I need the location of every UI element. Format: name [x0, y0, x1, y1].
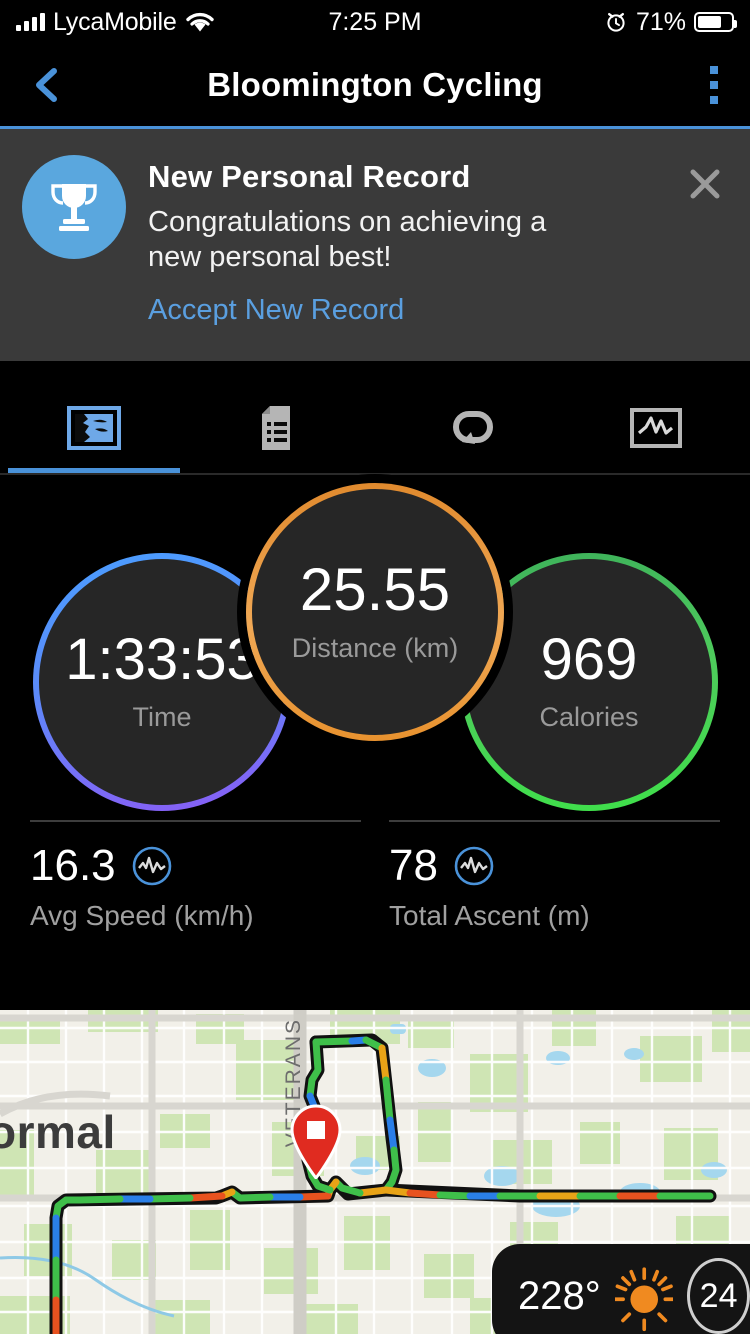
- app-header: Bloomington Cycling: [0, 44, 750, 129]
- back-chevron-icon: [36, 68, 57, 102]
- stat-total-ascent[interactable]: 78 Total Ascent (m): [389, 819, 720, 932]
- stat-label-calories: Calories: [539, 701, 639, 732]
- stat-avg-speed[interactable]: 16.3 Avg Speed (km/h): [30, 819, 361, 932]
- stat-value-row: 16.3: [30, 840, 361, 890]
- wifi-icon: [185, 12, 214, 32]
- tab-active-indicator: [8, 467, 180, 473]
- stat-value-distance: 25.55: [299, 555, 451, 623]
- tab-details[interactable]: [188, 383, 376, 473]
- banner-title: New Personal Record: [148, 159, 471, 194]
- map-city-label: ormal: [0, 1106, 116, 1158]
- stat-value-row: 78: [389, 840, 720, 890]
- tab-map[interactable]: [0, 383, 188, 473]
- chart-icon: [630, 407, 683, 448]
- secondary-stats-group: 16.3 Avg Speed (km/h) 78 Total Ascent (m…: [0, 819, 750, 950]
- stat-circle-distance[interactable]: 25.55 Distance (km): [246, 482, 504, 741]
- stat-circle-time[interactable]: 1:33:53 Time: [33, 552, 291, 811]
- overflow-menu-button[interactable]: [704, 60, 724, 110]
- activity-tab-bar: [0, 382, 750, 475]
- stat-value-total-ascent: 78: [389, 840, 438, 890]
- status-bar-right: 71%: [604, 7, 737, 37]
- stat-circle-calories[interactable]: 969 Calories: [460, 552, 718, 811]
- lap-loop-icon: [452, 410, 493, 444]
- map-pin-icon: [290, 1104, 342, 1179]
- tab-laps[interactable]: [375, 383, 563, 473]
- page-title: Bloomington Cycling: [207, 66, 543, 103]
- stat-circle-fill: [466, 558, 712, 805]
- status-bar: LycaMobile 7:25 PM 71%: [0, 0, 750, 44]
- carrier-label: LycaMobile: [53, 7, 177, 36]
- close-icon: [690, 169, 720, 199]
- stat-label-distance: Distance (km): [291, 632, 459, 663]
- stat-circle-fill: [39, 558, 285, 805]
- sun-icon: [614, 1267, 674, 1332]
- weather-widget[interactable]: 228° 24: [492, 1244, 750, 1334]
- stat-label-total-ascent: Total Ascent (m): [389, 899, 590, 931]
- alarm-clock-icon: [607, 13, 625, 32]
- banner-message: Congratulations on achieving a new perso…: [148, 206, 547, 274]
- banner-content: New Personal Record Congratulations on a…: [148, 155, 660, 327]
- stat-value-avg-speed: 16.3: [30, 840, 116, 890]
- accept-new-record-link[interactable]: Accept New Record: [148, 293, 405, 326]
- status-bar-left: LycaMobile: [16, 8, 215, 37]
- battery-icon: [694, 12, 737, 32]
- personal-record-banner: New Personal Record Congratulations on a…: [0, 129, 750, 361]
- document-icon: [262, 405, 291, 450]
- stat-label-avg-speed: Avg Speed (km/h): [30, 899, 254, 931]
- kebab-dot: [710, 66, 718, 74]
- battery-percent-label: 71%: [635, 7, 686, 36]
- stat-value-time: 1:33:53: [65, 626, 259, 692]
- tab-charts[interactable]: [563, 383, 750, 473]
- stat-circle-fill: [252, 488, 498, 735]
- stat-value-calories: 969: [540, 626, 638, 692]
- primary-stats-group: 1:33:53 Time 25.55 Distance (km) 969 Cal…: [0, 474, 750, 820]
- pulse-graph-icon[interactable]: [452, 844, 496, 888]
- map-icon: [66, 405, 121, 450]
- trophy-badge: [22, 155, 126, 259]
- stat-label-time: Time: [132, 701, 192, 732]
- route-map[interactable]: ormal VETERANS S 228° 24: [0, 1010, 750, 1334]
- signal-bars-icon: [16, 12, 45, 31]
- banner-close-button[interactable]: [682, 161, 728, 207]
- weather-temperature: 228°: [518, 1273, 601, 1318]
- map-pin-stop-icon[interactable]: [288, 1103, 344, 1179]
- kebab-dot: [710, 96, 718, 104]
- pulse-graph-icon[interactable]: [130, 844, 174, 888]
- trophy-icon: [51, 184, 97, 231]
- kebab-dot: [710, 81, 718, 89]
- back-button[interactable]: [26, 63, 66, 107]
- banner-spacer: [0, 360, 750, 383]
- weather-secondary-value: 24: [687, 1258, 750, 1334]
